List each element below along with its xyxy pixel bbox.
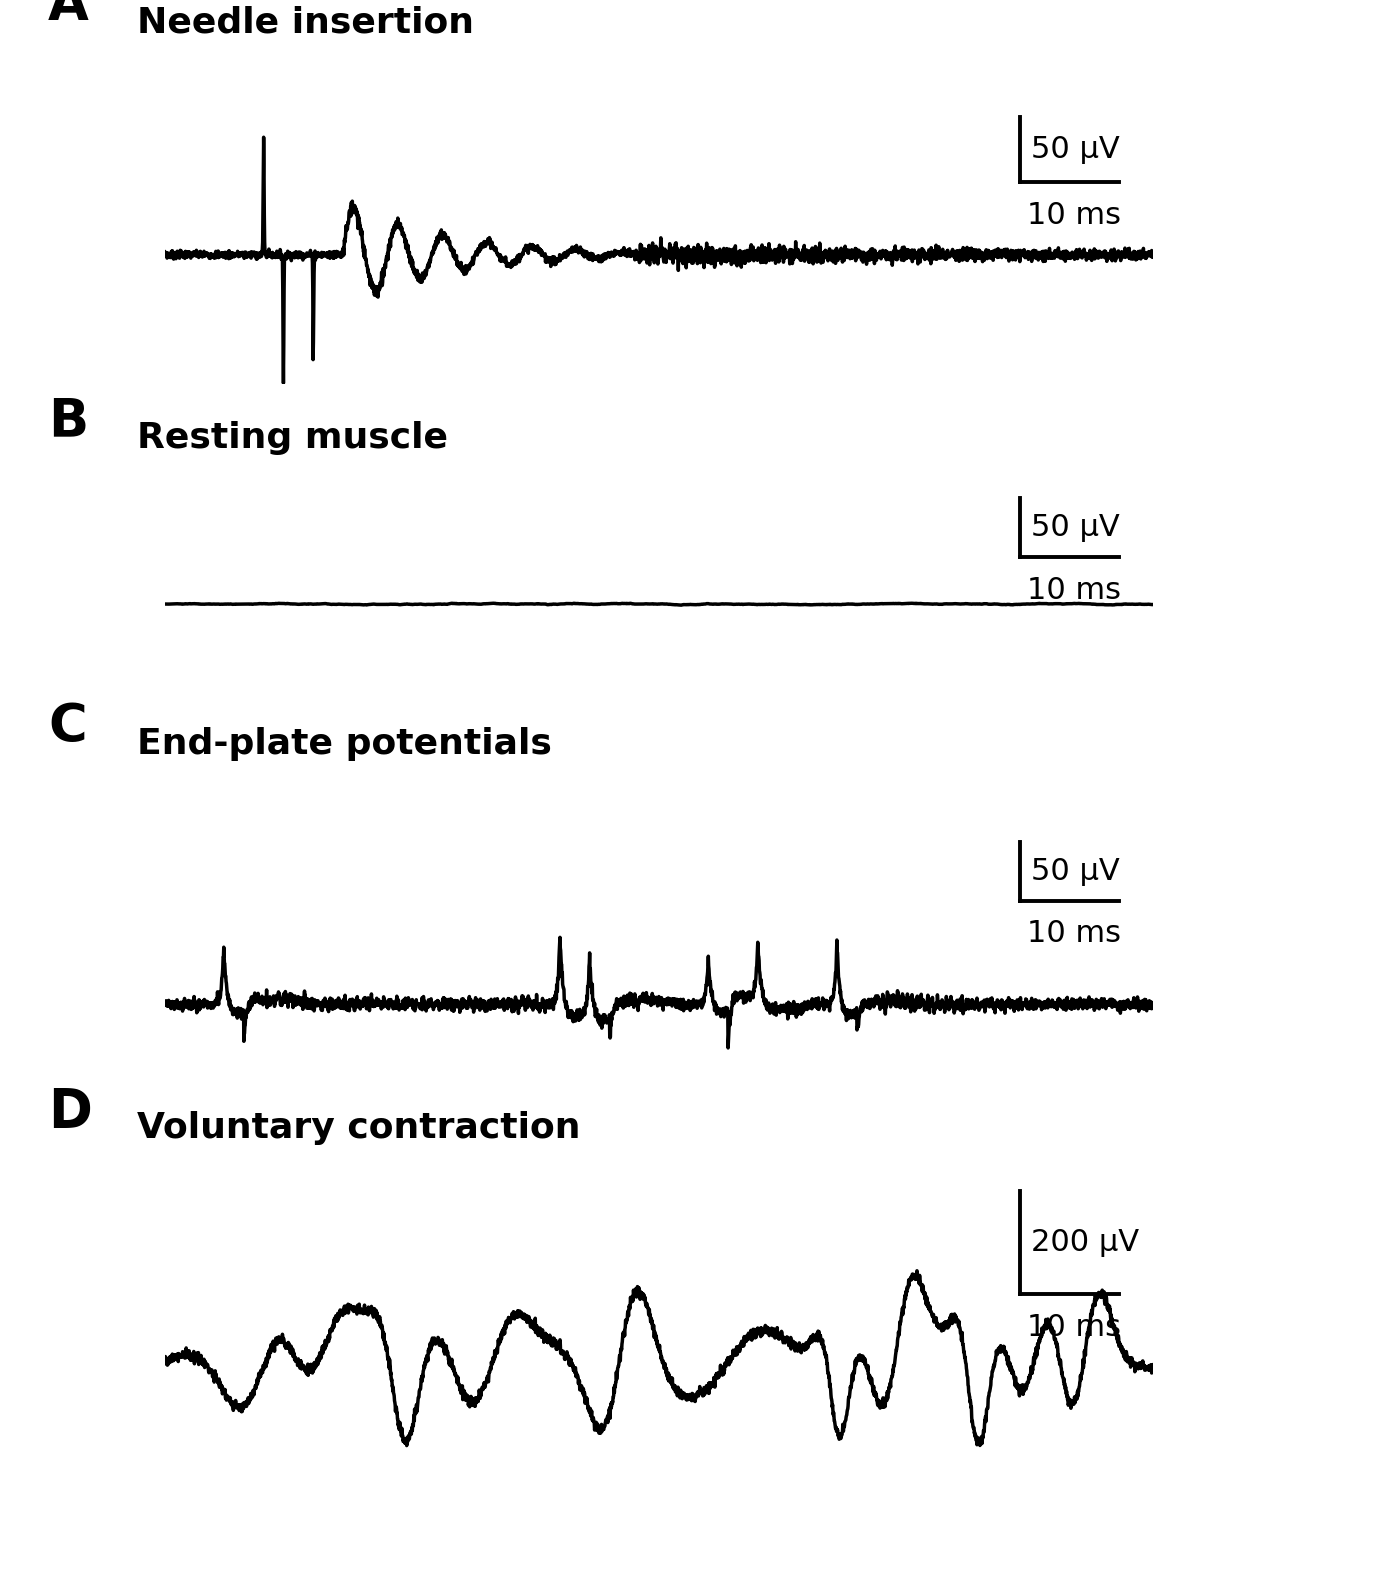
Text: 50 μV: 50 μV xyxy=(1031,513,1119,541)
Text: A: A xyxy=(48,0,89,31)
Text: D: D xyxy=(48,1086,92,1138)
Text: 50 μV: 50 μV xyxy=(1031,857,1119,885)
Text: 10 ms: 10 ms xyxy=(1027,919,1120,948)
Text: Voluntary contraction: Voluntary contraction xyxy=(137,1111,581,1145)
Text: Resting muscle: Resting muscle xyxy=(137,420,449,455)
Text: 10 ms: 10 ms xyxy=(1027,1313,1120,1341)
Text: End-plate potentials: End-plate potentials xyxy=(137,726,552,761)
Text: 10 ms: 10 ms xyxy=(1027,201,1120,229)
Text: 200 μV: 200 μV xyxy=(1031,1229,1140,1257)
Text: 10 ms: 10 ms xyxy=(1027,576,1120,604)
Text: Needle insertion: Needle insertion xyxy=(137,5,474,39)
Text: C: C xyxy=(48,701,86,753)
Text: 50 μV: 50 μV xyxy=(1031,135,1119,165)
Text: B: B xyxy=(48,395,88,447)
